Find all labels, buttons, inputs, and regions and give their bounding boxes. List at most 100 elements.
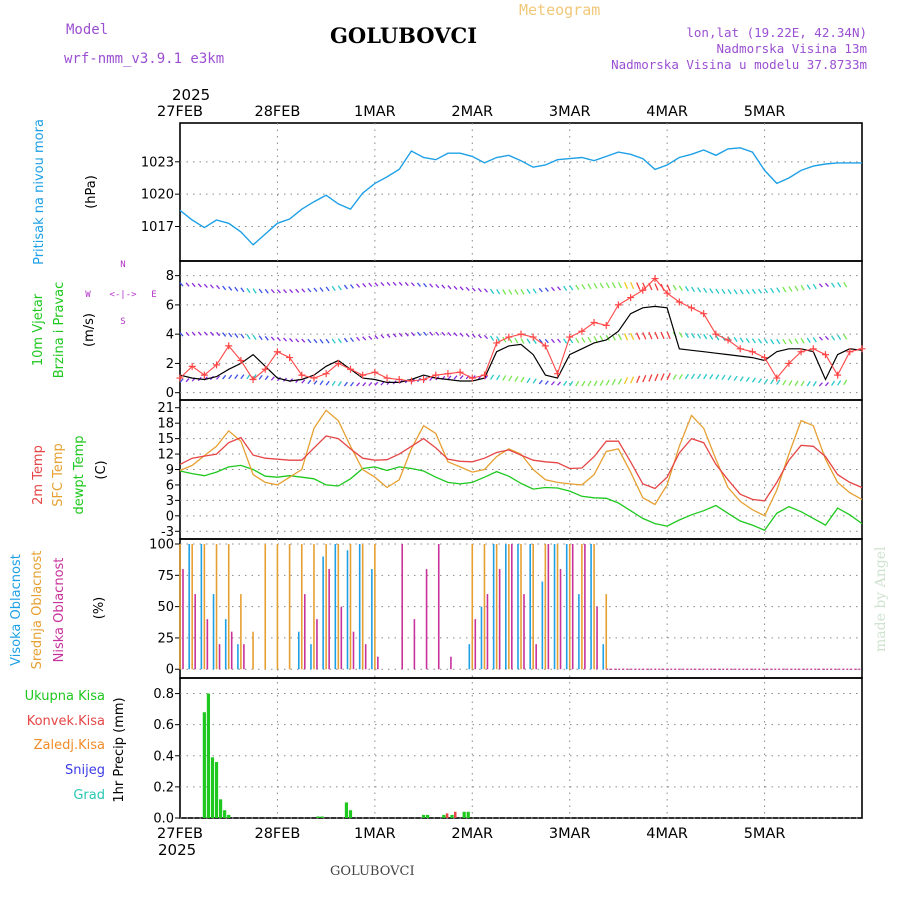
wind-barb bbox=[593, 336, 598, 342]
wind-barb bbox=[526, 288, 531, 295]
wind-barb bbox=[575, 337, 580, 344]
gust-marker bbox=[407, 377, 415, 385]
wind-barb bbox=[179, 332, 184, 337]
wind-tick-label: 4 bbox=[166, 328, 174, 343]
gust-marker bbox=[724, 336, 732, 344]
wind-barb bbox=[757, 378, 763, 384]
temp-sfc-label: SFC Temp bbox=[51, 443, 66, 507]
wind-barb bbox=[356, 382, 361, 387]
wind-barb bbox=[514, 376, 519, 382]
wind-barb bbox=[782, 379, 787, 386]
wind-tick-label: 8 bbox=[166, 269, 174, 284]
wind-barb bbox=[812, 381, 817, 387]
altitude-label: Nadmorska Visina 13m bbox=[716, 41, 867, 56]
wind-barb bbox=[216, 284, 221, 290]
wind-barb bbox=[441, 331, 446, 336]
wind-barb bbox=[228, 374, 233, 380]
wind-barb bbox=[246, 334, 251, 340]
wind-barb bbox=[386, 281, 391, 286]
wind-barb bbox=[824, 282, 829, 287]
precip-bars bbox=[202, 693, 470, 818]
sfc-temp-line bbox=[179, 409, 863, 517]
wind-barb bbox=[709, 374, 714, 380]
wind-barbs bbox=[179, 281, 848, 387]
wind-barb bbox=[636, 282, 641, 290]
wind-barb bbox=[690, 286, 696, 293]
wind-barb bbox=[374, 381, 379, 386]
gust-marker bbox=[310, 374, 318, 382]
gust-marker bbox=[602, 321, 610, 329]
wind-barb bbox=[654, 283, 659, 291]
wind-barb bbox=[404, 281, 409, 287]
wind-barb bbox=[630, 332, 635, 340]
wind-barb bbox=[319, 338, 324, 344]
wind-tick-label: 0 bbox=[166, 386, 174, 401]
gust-marker bbox=[858, 345, 866, 353]
wind-barb bbox=[496, 288, 501, 295]
wind-barb bbox=[831, 380, 836, 386]
wind-barb bbox=[362, 283, 367, 288]
wind-barb bbox=[197, 331, 202, 336]
wind-barb bbox=[757, 338, 763, 344]
wind-barb bbox=[453, 332, 458, 337]
gust-marker bbox=[554, 370, 562, 378]
wind-barb bbox=[806, 284, 811, 290]
wind-barb bbox=[453, 375, 458, 380]
wind-barb bbox=[672, 374, 677, 380]
precip-bar bbox=[466, 811, 470, 818]
wind-barb bbox=[203, 331, 208, 336]
wind-barb bbox=[544, 287, 549, 292]
wind-barb bbox=[532, 378, 537, 384]
wind-barb bbox=[794, 338, 799, 344]
credit-label: made by Angel bbox=[873, 546, 889, 652]
temp-tick-label: -3 bbox=[161, 525, 174, 540]
x-tick-label-top: 27FEB bbox=[157, 104, 203, 120]
temp-tick-label: 6 bbox=[166, 478, 174, 493]
wind-barb bbox=[697, 333, 702, 339]
wind-barb bbox=[429, 283, 434, 288]
wind-barb bbox=[648, 374, 653, 382]
x-tick-label-top: 5MAR bbox=[744, 104, 786, 120]
wind-barb bbox=[331, 338, 336, 344]
wind-barb bbox=[715, 374, 720, 380]
wind-barb bbox=[441, 284, 446, 289]
wind-barb bbox=[684, 332, 689, 338]
wind-barb bbox=[368, 381, 373, 387]
cloud-unit: (%) bbox=[92, 597, 107, 620]
wind-barb bbox=[843, 379, 848, 386]
wind-barb bbox=[313, 287, 318, 292]
wind-barb bbox=[477, 334, 482, 339]
wind-barb bbox=[380, 381, 385, 386]
wind-barb bbox=[240, 333, 245, 339]
precip-bar bbox=[421, 814, 426, 818]
wind-barb bbox=[563, 338, 568, 344]
wind-barb bbox=[788, 286, 793, 292]
gust-marker bbox=[748, 348, 756, 356]
gust-marker bbox=[371, 368, 379, 376]
wind-barb bbox=[684, 285, 689, 292]
cloud-mid-label: Srednja Oblacnost bbox=[30, 551, 45, 670]
wind-barb bbox=[733, 375, 738, 381]
wind-barb bbox=[319, 380, 324, 386]
wind-barb bbox=[575, 284, 580, 291]
wind-barb bbox=[453, 285, 458, 290]
precip-bar bbox=[316, 816, 320, 818]
precip-panel bbox=[179, 677, 863, 819]
wind-barb bbox=[380, 281, 385, 287]
wind-barb bbox=[532, 288, 537, 294]
wind-gust-line bbox=[179, 277, 863, 382]
wind-barb bbox=[197, 283, 202, 288]
wind-barb bbox=[191, 282, 196, 288]
wind-barb bbox=[770, 338, 775, 345]
wind-barb bbox=[459, 375, 464, 380]
wind-barb bbox=[751, 288, 756, 295]
wind-barb bbox=[337, 338, 342, 344]
wind-barb bbox=[429, 331, 434, 336]
wind-barb bbox=[185, 377, 190, 383]
pressure-tick-label: 1023 bbox=[141, 155, 174, 170]
wind-barb bbox=[471, 333, 476, 338]
cloud-bars bbox=[179, 544, 862, 670]
wind-barb bbox=[837, 282, 842, 288]
wind-barb bbox=[185, 331, 190, 337]
